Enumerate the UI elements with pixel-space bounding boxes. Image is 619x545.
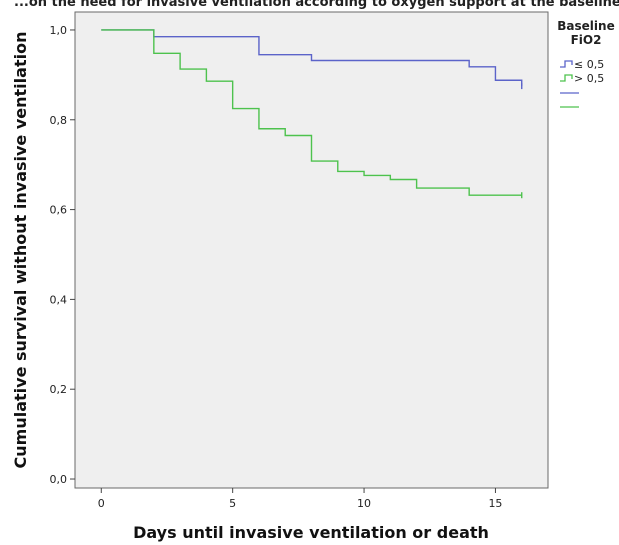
legend-label: ≤ 0,5 (574, 58, 604, 71)
chart-title-partial: ...on the need for invasive ventilation … (14, 0, 619, 10)
x-tick-label: 15 (488, 497, 502, 510)
x-tick-label: 0 (98, 497, 105, 510)
y-tick-label: 1,0 (50, 24, 68, 37)
legend-title-line2: FiO2 (571, 33, 602, 47)
legend: Baseline FiO2 ≤ 0,5> 0,5 (557, 19, 615, 108)
series-line-high-fio2 (101, 29, 522, 196)
legend-swatch (560, 60, 573, 68)
y-axis-title: Cumulative survival without invasive ven… (11, 32, 30, 469)
y-tick-label: 0,0 (50, 473, 68, 486)
legend-entry: ≤ 0,5 (560, 58, 604, 71)
legend-entry: > 0,5 (560, 72, 604, 85)
x-axis: 0 5 10 15 (98, 488, 502, 510)
plot-area (74, 11, 549, 489)
y-tick-label: 0,2 (50, 383, 68, 396)
x-axis-title: Days until invasive ventilation or death (133, 523, 489, 542)
legend-label: > 0,5 (574, 72, 604, 85)
series-layer (101, 29, 523, 199)
y-tick-label: 0,8 (50, 114, 68, 127)
x-tick-label: 5 (229, 497, 236, 510)
y-axis: 0,0 0,2 0,4 0,6 0,8 1,0 (50, 24, 75, 486)
legend-swatch (560, 74, 573, 82)
y-tick-label: 0,6 (50, 204, 68, 217)
x-tick-label: 10 (357, 497, 371, 510)
legend-title-line1: Baseline (557, 19, 614, 33)
y-tick-label: 0,4 (50, 293, 68, 306)
